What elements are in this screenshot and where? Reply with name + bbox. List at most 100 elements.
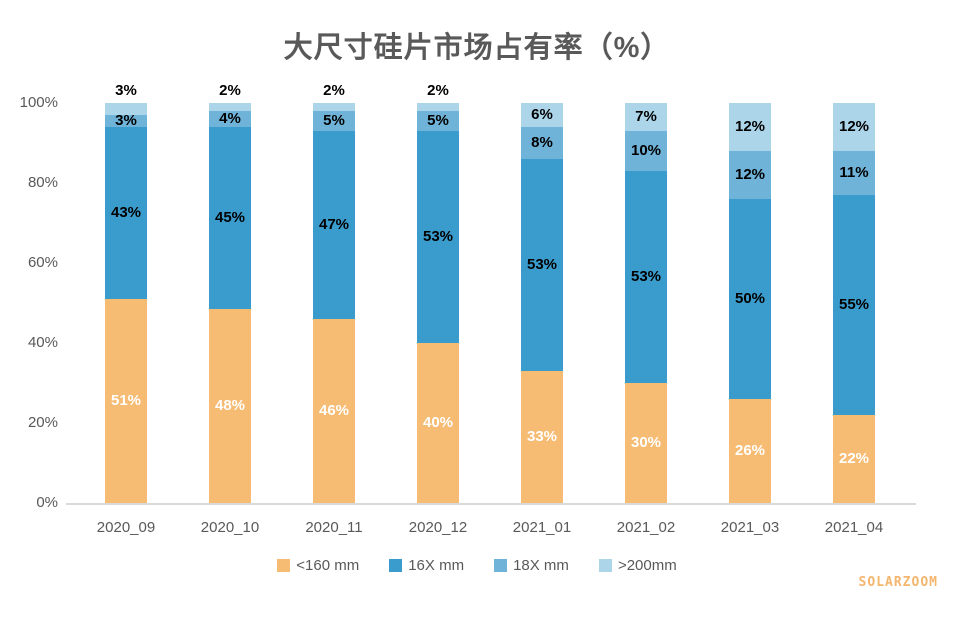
data-label: 33%	[526, 428, 558, 445]
data-label: 2%	[219, 82, 241, 99]
segment-2021_03	[729, 151, 771, 199]
segment-2020_10	[209, 103, 251, 112]
segment-2020_12	[417, 131, 459, 343]
segment-2021_02	[625, 383, 667, 503]
segment-2020_10	[209, 309, 251, 503]
x-axis-line	[66, 503, 916, 505]
segment-2021_01	[521, 371, 563, 503]
data-label: 5%	[323, 112, 345, 129]
data-label: 40%	[422, 414, 454, 431]
segment-2021_04	[833, 195, 875, 415]
data-label: 6%	[531, 106, 553, 123]
bar-2021_02: 30% 53% 10% 7%	[625, 103, 667, 503]
data-label: 50%	[734, 290, 766, 307]
data-label: 12%	[734, 166, 766, 183]
data-label: 55%	[838, 296, 870, 313]
segment-2020_10	[209, 111, 251, 128]
data-label: 51%	[110, 392, 142, 409]
legend-swatch-icon	[494, 559, 508, 572]
segment-2021_01	[521, 127, 563, 159]
y-tick-label: 80%	[27, 174, 58, 191]
segment-2020_11	[313, 131, 355, 319]
y-tick-label: 100%	[19, 94, 58, 111]
segment-2020_10	[209, 127, 251, 310]
data-label: 22%	[838, 450, 870, 467]
x-tick-label: 2021_02	[616, 519, 676, 536]
segment-2020_12	[417, 103, 459, 111]
legend-item: 18X mm	[494, 557, 569, 574]
data-label: 53%	[526, 256, 558, 273]
data-label: 26%	[734, 442, 766, 459]
legend-label: <160 mm	[296, 557, 360, 574]
data-label: 10%	[630, 142, 662, 159]
data-label: 12%	[838, 118, 870, 135]
segment-2020_11	[313, 319, 355, 503]
x-tick-label: 2020_10	[200, 519, 260, 536]
legend-label: 16X mm	[408, 557, 465, 574]
data-label: 3%	[115, 112, 137, 129]
watermark: SOLARZOOM	[858, 575, 938, 590]
bar-2020_09: 51% 43% 3% 3%	[105, 82, 147, 503]
legend-label: 18X mm	[513, 557, 569, 574]
data-label: 47%	[318, 216, 350, 233]
segment-2021_03	[729, 103, 771, 151]
legend: <160 mm 16X mm 18X mm >200mm	[0, 557, 954, 574]
segment-2021_01	[521, 159, 563, 371]
data-label: 53%	[630, 268, 662, 285]
segment-2021_01	[521, 103, 563, 127]
segment-2021_02	[625, 103, 667, 131]
x-tick-label: 2021_04	[824, 519, 884, 536]
data-label: 43%	[110, 204, 142, 221]
segment-2020_09	[105, 299, 147, 503]
bar-2020_10: 48% 45% 4% 2%	[209, 82, 251, 503]
bar-2021_03: 26% 50% 12% 12%	[729, 103, 771, 503]
legend-swatch-icon	[598, 559, 612, 572]
legend-swatch-icon	[277, 559, 291, 572]
x-tick-label: 2020_12	[408, 519, 468, 536]
legend-item: >200mm	[598, 557, 677, 574]
legend-label: >200mm	[617, 557, 677, 574]
segment-2020_09	[105, 115, 147, 127]
segment-2020_11	[313, 111, 355, 131]
data-label: 8%	[531, 134, 553, 151]
bar-2021_01: 33% 53% 8% 6%	[521, 103, 563, 503]
bar-2020_11: 46% 47% 5% 2%	[313, 82, 355, 503]
data-label: 5%	[427, 112, 449, 129]
segment-2021_04	[833, 103, 875, 151]
data-label: 3%	[115, 82, 137, 99]
segment-2020_12	[417, 111, 459, 131]
data-label: 30%	[630, 434, 662, 451]
x-tick-label: 2020_11	[305, 519, 363, 536]
x-tick-label: 2021_03	[720, 519, 780, 536]
segment-2021_03	[729, 199, 771, 399]
data-label: 12%	[734, 118, 766, 135]
x-tick-label: 2021_01	[512, 519, 572, 536]
segment-2021_04	[833, 415, 875, 503]
data-label: 45%	[214, 209, 246, 227]
data-label: 2%	[323, 82, 345, 99]
bar-2020_12: 40% 53% 5% 2%	[417, 82, 459, 503]
segment-2021_04	[833, 151, 875, 195]
y-tick-label: 20%	[27, 414, 58, 431]
y-tick-label: 60%	[27, 254, 58, 271]
data-label: 4%	[219, 110, 241, 128]
segment-2020_09	[105, 127, 147, 299]
legend-swatch-icon	[389, 559, 403, 572]
y-tick-label: 40%	[27, 334, 58, 351]
data-label: 48%	[214, 397, 246, 415]
segment-2020_11	[313, 103, 355, 111]
chart-title: 大尺寸硅片市场占有率（%）	[283, 32, 671, 64]
plot-area: 51% 43% 3% 3% 48% 45% 4% 2% 46% 47% 5% 2% 40% 53% 5% 2%…	[68, 82, 914, 503]
segment-2020_12	[417, 343, 459, 503]
data-label: 53%	[422, 228, 454, 245]
y-tick-label: 0%	[36, 494, 58, 511]
data-label: 46%	[318, 402, 350, 419]
legend-item: <160 mm	[277, 557, 359, 574]
segment-2021_03	[729, 399, 771, 503]
bar-2021_04: 22% 55% 11% 12%	[833, 103, 875, 503]
data-label: 7%	[635, 108, 657, 125]
segment-2021_02	[625, 131, 667, 171]
segment-2021_02	[625, 171, 667, 383]
data-label: 11%	[839, 164, 869, 181]
